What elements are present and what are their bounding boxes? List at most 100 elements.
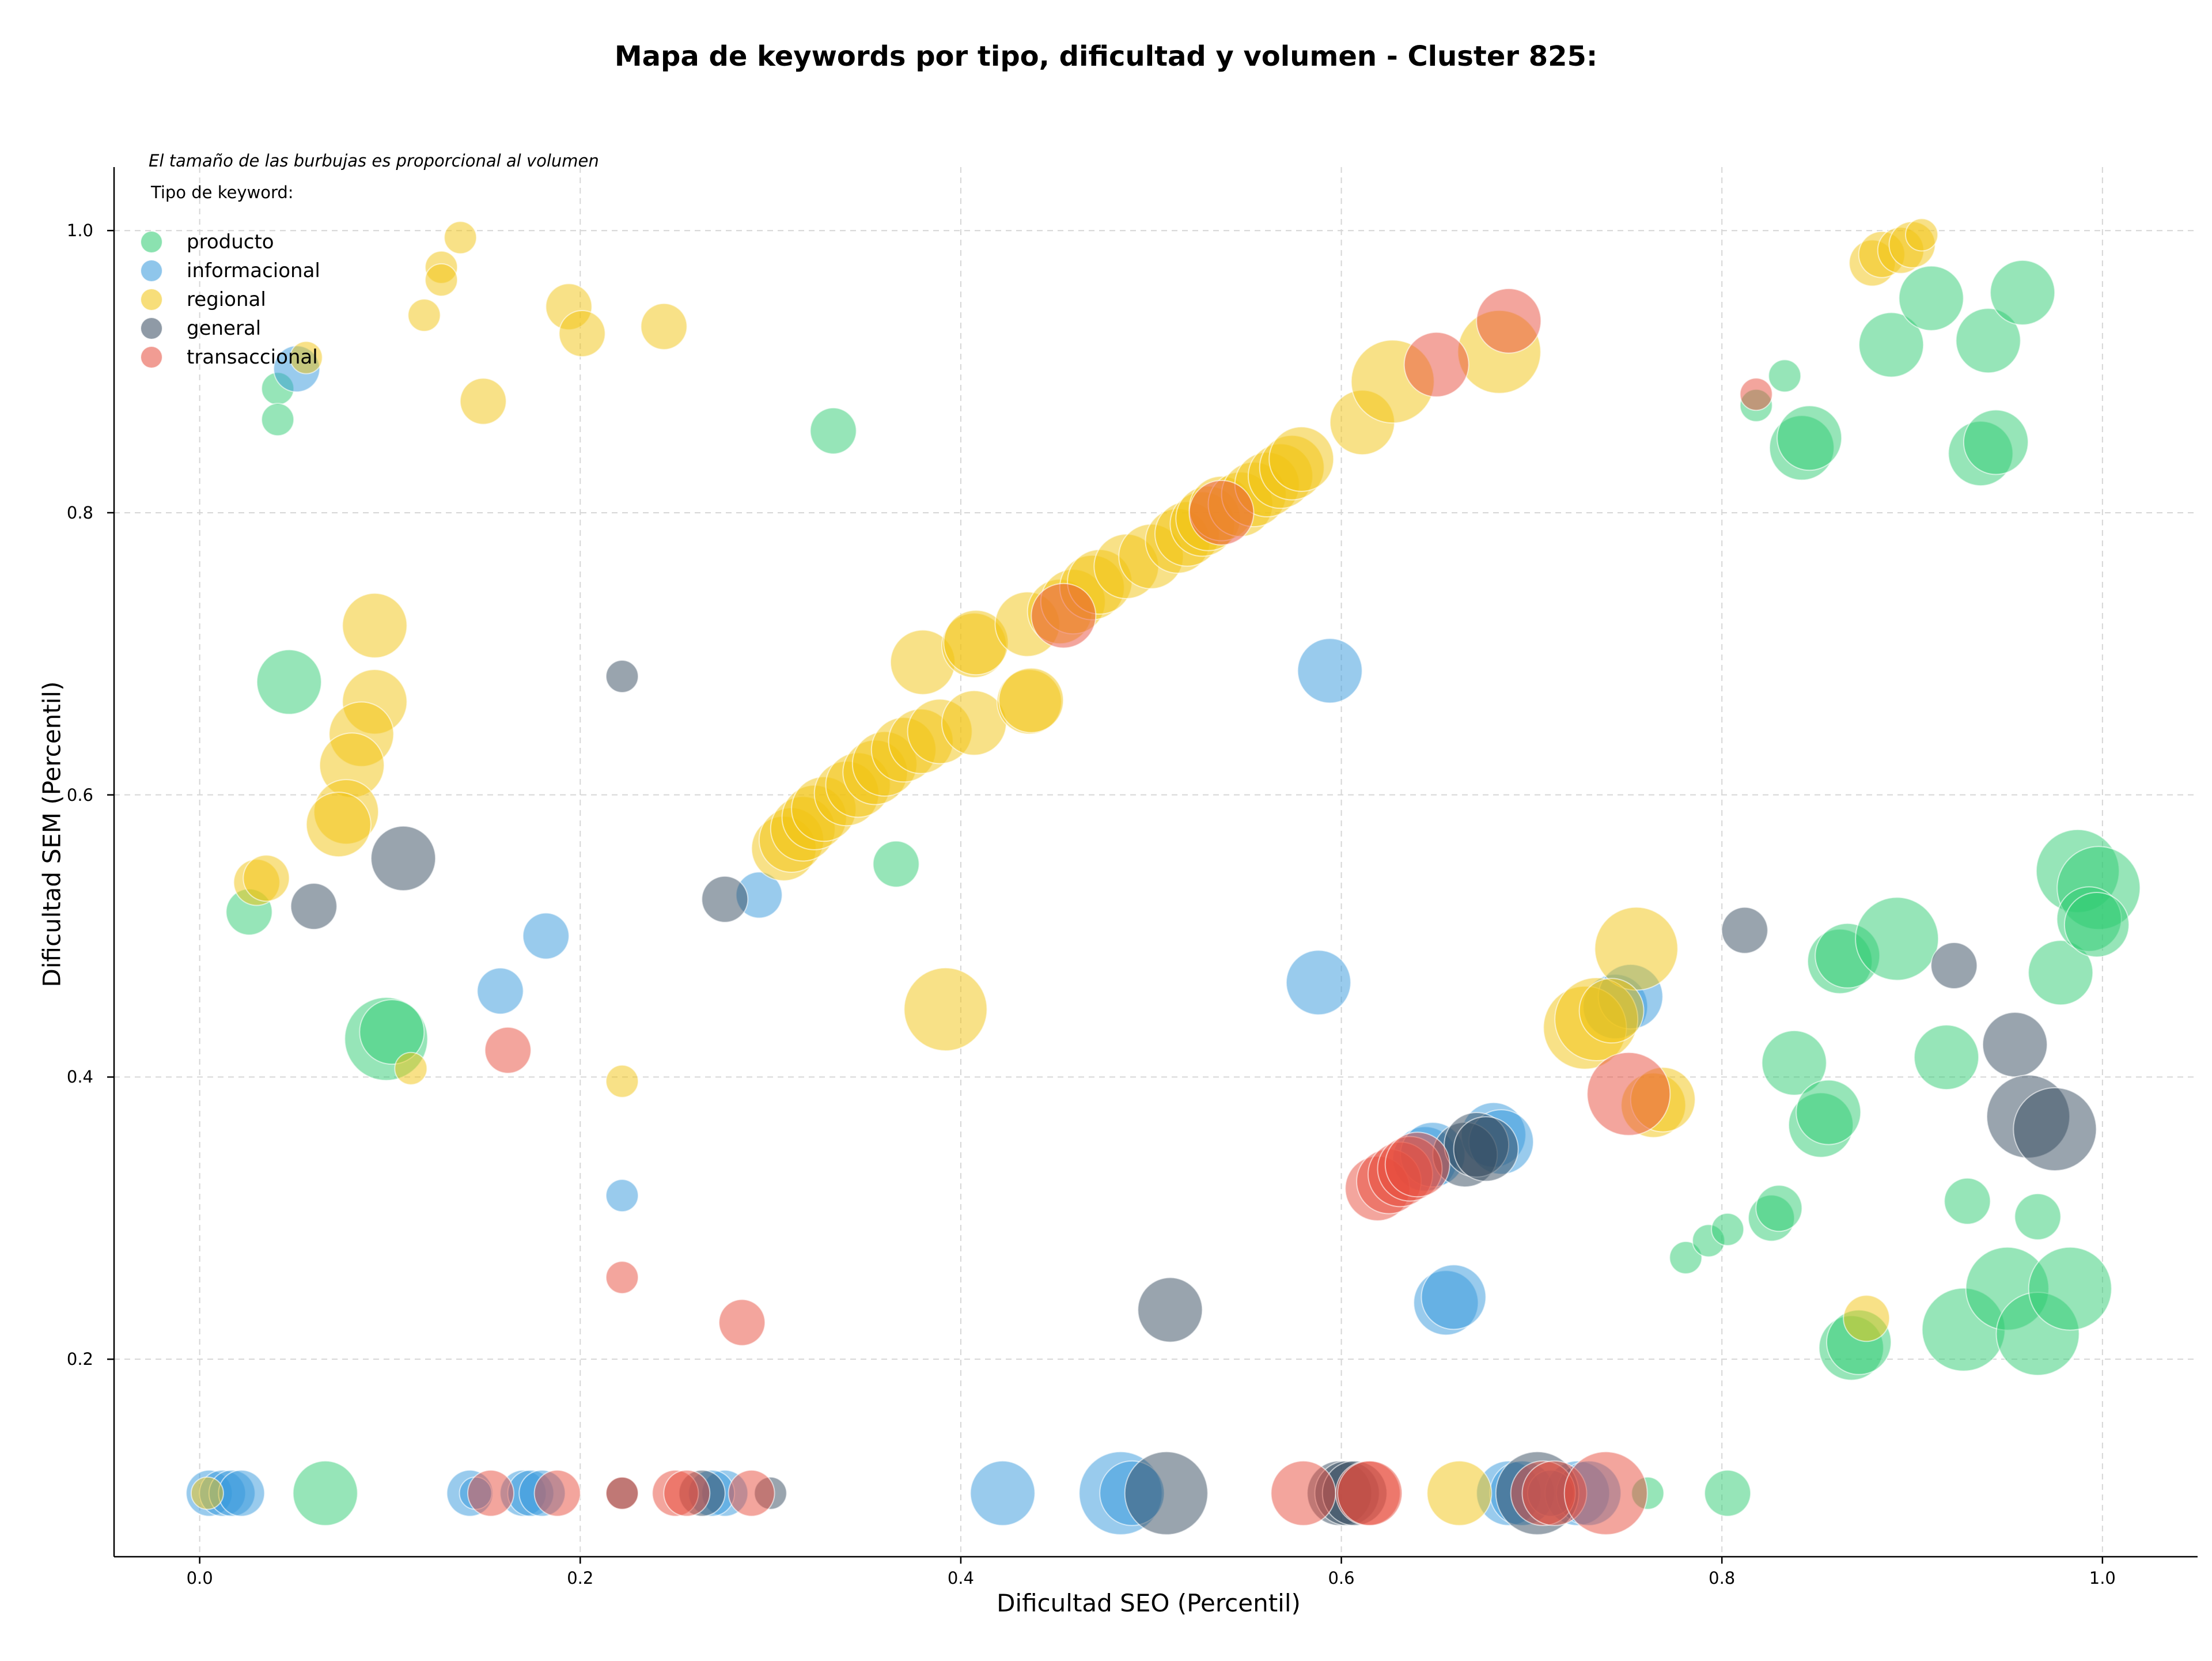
legend-item-informacional: informacional (141, 259, 320, 282)
bubble-regional (407, 298, 441, 332)
bubble-informacional (1421, 1264, 1487, 1330)
legend-marker (141, 346, 162, 368)
bubble-transaccional (1476, 287, 1542, 354)
bubble-producto (1669, 1240, 1703, 1274)
series-transaccional (467, 287, 1773, 1535)
bubble-regional (444, 221, 478, 255)
bubble-producto (2028, 1246, 2112, 1331)
legend-item-general: general (141, 317, 261, 340)
bubble-producto (872, 840, 920, 888)
bubble-regional (558, 310, 606, 357)
bubble-general (370, 825, 437, 891)
bubble-general (1453, 1116, 1519, 1182)
bubble-producto (1990, 259, 2056, 326)
legend-label: producto (187, 230, 274, 253)
legend-marker (141, 317, 162, 339)
x-tick-label: 0.4 (947, 1568, 974, 1588)
legend-title: Tipo de keyword: (151, 183, 294, 202)
bubble-size-note: El tamaño de las burbujas es proporciona… (149, 151, 599, 171)
bubble-producto (1955, 308, 2021, 374)
bubble-producto (1755, 1185, 1803, 1232)
legend-marker (141, 289, 162, 311)
bubble-producto (1944, 1177, 1991, 1225)
bubble-general (290, 883, 338, 930)
bubble-informacional (476, 967, 524, 1015)
legend-marker (141, 231, 162, 253)
bubble-transaccional (467, 1469, 514, 1517)
bubble-transaccional (1563, 1451, 1648, 1535)
bubble-transaccional (1384, 1132, 1450, 1198)
bubble-transaccional (1586, 1051, 1671, 1136)
series-producto (225, 259, 2141, 1526)
axes (107, 167, 2198, 1564)
bubble-regional (394, 1051, 428, 1085)
bubble-producto (256, 649, 322, 715)
y-tick-label: 1.0 (66, 221, 93, 241)
bubble-general (2013, 1087, 2097, 1171)
bubble-producto (1898, 265, 1964, 331)
x-tick-label: 0.2 (567, 1568, 594, 1588)
series-regional (190, 218, 1938, 1526)
x-axis-label: Dificultad SEO (Percentil) (997, 1589, 1301, 1617)
bubble-transaccional (663, 1469, 711, 1517)
bubble-transaccional (605, 1476, 639, 1510)
bubble-general (701, 875, 749, 923)
bubble-producto (1711, 1212, 1745, 1246)
bubble-transaccional (1270, 1460, 1336, 1526)
bubble-regional (305, 792, 372, 858)
legend-label: regional (187, 288, 266, 311)
bubble-producto (359, 999, 425, 1065)
legend-label: general (187, 317, 262, 340)
bubble-producto (1768, 359, 1802, 393)
x-tick-label: 0.0 (186, 1568, 213, 1588)
legend-item-transaccional: transaccional (141, 346, 318, 369)
bubble-regional (1426, 1460, 1493, 1526)
bubble-informacional (1297, 638, 1363, 704)
bubble-regional (1905, 218, 1938, 252)
bubble-general (1721, 906, 1768, 954)
legend-label: informacional (187, 259, 320, 282)
legend-label: transaccional (187, 346, 318, 369)
bubble-regional (903, 967, 988, 1051)
bubble-producto (809, 407, 857, 455)
x-tick-label: 0.8 (1709, 1568, 1736, 1588)
bubble-transaccional (1739, 377, 1773, 411)
series-informacional (185, 345, 1664, 1535)
bubble-transaccional (728, 1469, 775, 1517)
bubble-regional (425, 263, 459, 297)
bubble-transaccional (718, 1299, 766, 1346)
bubble-general (1137, 1277, 1203, 1343)
bubble-producto (1777, 405, 1843, 471)
bubbles-layer (185, 218, 2141, 1535)
bubble-transaccional (1337, 1460, 1403, 1526)
bubble-regional (459, 377, 507, 425)
x-tick-label: 1.0 (2089, 1568, 2116, 1588)
bubble-regional (998, 667, 1065, 733)
bubble-informacional (522, 912, 570, 960)
y-tick-label: 0.6 (66, 785, 93, 805)
x-tick-label: 0.6 (1328, 1568, 1355, 1588)
bubble-regional (605, 1064, 639, 1098)
bubble-informacional (969, 1460, 1036, 1526)
bubble-general (605, 660, 639, 693)
legend-item-producto: producto (141, 230, 274, 253)
bubble-regional (1594, 906, 1679, 991)
bubble-regional (243, 854, 290, 902)
bubble-general (1982, 1012, 2048, 1078)
bubble-regional (190, 1476, 224, 1510)
y-tick-label: 0.8 (66, 502, 93, 523)
bubble-transaccional (533, 1469, 581, 1517)
bubble-producto (1914, 1024, 1979, 1091)
bubble-producto (1704, 1469, 1752, 1517)
bubble-transaccional (484, 1026, 532, 1074)
bubble-producto (1761, 1030, 1827, 1096)
bubble-informacional (218, 1469, 266, 1517)
legend-marker (141, 260, 162, 282)
bubble-producto (1858, 312, 1925, 378)
bubble-producto (2028, 940, 2094, 1006)
chart-title: Mapa de keywords por tipo, dificultad y … (614, 40, 1598, 73)
bubble-transaccional (1188, 479, 1255, 546)
bubble-informacional (605, 1179, 639, 1213)
bubble-producto (2063, 892, 2130, 958)
